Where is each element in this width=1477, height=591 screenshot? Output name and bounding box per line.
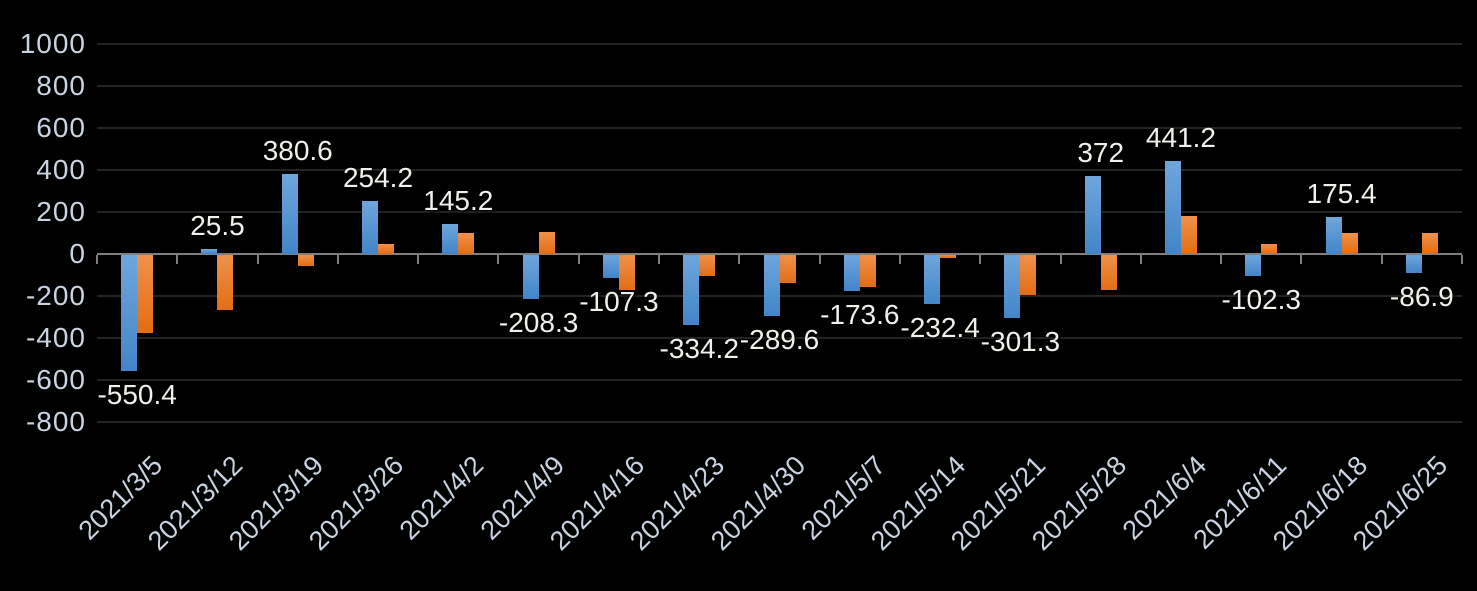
bar-blue [281,174,298,254]
x-axis-tick [1220,255,1223,264]
bar-blue [1405,255,1422,274]
bar-orange [859,255,876,287]
bar-orange [1421,233,1438,254]
gridline [97,211,1462,213]
bar-orange [1180,216,1197,254]
x-axis-tick [1461,255,1463,264]
x-axis-tick [96,255,98,264]
bar-orange [940,255,957,259]
x-axis-line [97,253,1462,255]
x-axis-tick [176,255,179,264]
bar-orange [297,255,314,266]
y-axis-tick-label: 1000 [19,28,86,59]
data-label: -208.3 [498,306,579,338]
bar-orange [1261,243,1278,254]
data-label: -334.2 [659,333,739,365]
x-axis-tick [658,255,661,264]
data-label: -86.9 [1389,281,1454,313]
data-label: -289.6 [739,323,820,355]
y-axis-tick-label: -600 [25,364,86,395]
data-label: 145.2 [423,184,494,216]
data-label: 372 [1077,136,1125,168]
y-axis-tick-label: -800 [25,406,86,437]
data-label: -173.6 [820,299,900,331]
data-label: 254.2 [342,161,414,193]
bar-blue [442,223,459,254]
bar-blue [1004,255,1021,319]
gridline [97,379,1462,381]
x-axis-tick [979,255,982,264]
y-axis-tick-label: 600 [36,112,86,143]
gridline [97,295,1462,297]
gridline [97,169,1462,171]
bar-blue [1164,161,1181,254]
bar-blue [1325,217,1342,254]
data-label: -301.3 [980,326,1061,358]
data-label: 25.5 [190,209,245,241]
gridline [97,85,1462,87]
bar-blue [763,255,780,316]
data-label: -102.3 [1221,284,1301,316]
bar-orange [538,231,555,254]
x-axis-tick [497,255,500,264]
data-label: 441.2 [1145,122,1216,154]
gridline [97,43,1462,45]
bar-orange [1020,255,1037,295]
bar-blue [843,255,860,292]
y-axis-tick-label: 800 [36,70,86,101]
x-axis-tick [336,255,339,264]
data-label: 380.6 [262,135,333,167]
data-label: -550.4 [97,378,177,410]
bar-blue [1245,255,1262,277]
x-axis-tick [1059,255,1062,264]
gridline [97,127,1462,129]
bar-orange [217,255,234,310]
x-axis-tick [1380,255,1383,264]
gridline [97,337,1462,339]
bar-blue [201,248,218,254]
bar-blue [683,255,700,326]
x-axis-tick [818,255,821,264]
bar-orange [1100,255,1117,290]
bar-blue [924,255,941,304]
bar-blue [1084,175,1101,254]
x-axis-tick [738,255,741,264]
x-axis-tick [577,255,580,264]
y-axis-tick-label: 0 [69,238,86,269]
bar-orange [618,255,635,290]
bar-blue [362,200,379,254]
bar-orange [458,233,475,254]
x-axis-tick [417,255,420,264]
bar-orange [1341,233,1358,254]
bar-blue [121,255,138,371]
y-axis-tick-label: 400 [36,154,86,185]
x-axis-tick [898,255,901,264]
data-label: -107.3 [579,285,659,317]
bar-orange [699,255,716,276]
bar-orange [137,255,154,333]
x-axis-tick [256,255,259,264]
x-axis-tick [1300,255,1303,264]
data-label: 175.4 [1306,178,1377,210]
bar-blue [522,255,539,299]
bar-orange [779,255,796,284]
y-axis-tick-label: -400 [25,322,86,353]
bar-blue [602,255,619,278]
x-axis-tick [1139,255,1142,264]
gridline [97,421,1462,423]
bar-orange [378,243,395,254]
data-label: -232.4 [900,311,980,343]
y-axis-tick-label: -200 [25,280,86,311]
y-axis-tick-label: 200 [36,196,86,227]
